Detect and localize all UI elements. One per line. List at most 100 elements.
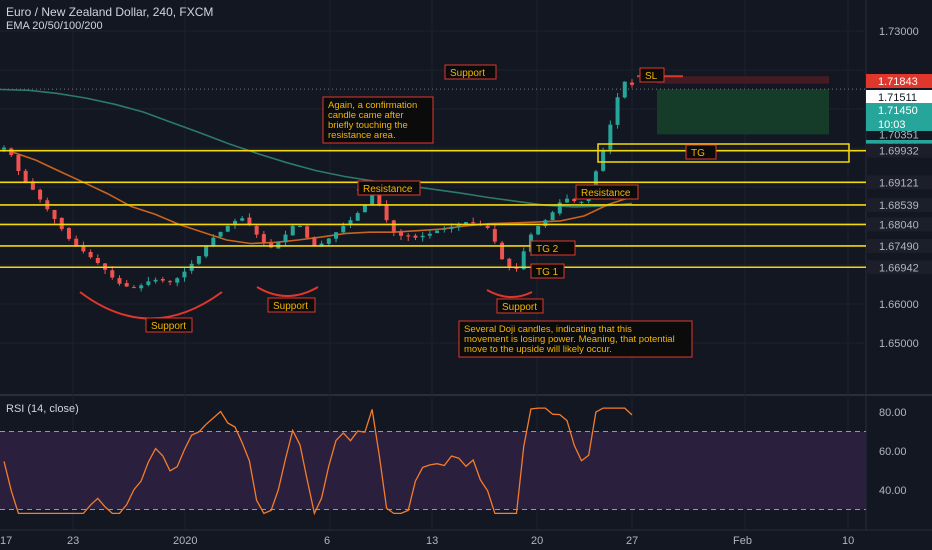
candle-body — [427, 233, 432, 236]
time-tick-label: 2020 — [173, 535, 197, 547]
candle-body — [536, 226, 541, 235]
support-arc — [486, 289, 533, 298]
confirmation-note: Again, a confirmation candle came after br… — [322, 96, 434, 144]
sl-label: SL — [639, 67, 665, 83]
confirmation-note-line: resistance area. — [328, 130, 396, 141]
level-tag-bg — [866, 260, 932, 275]
support-label-text: Support — [273, 301, 308, 312]
confirmation-note-box — [322, 96, 434, 144]
price-tick-label: 1.73000 — [879, 26, 919, 38]
tg2-label-box — [530, 240, 576, 256]
candle-body — [615, 97, 620, 125]
candle-body — [370, 190, 375, 206]
candle-body — [95, 258, 100, 264]
level-tag-text: 1.66942 — [879, 262, 919, 274]
candle-body — [579, 201, 584, 203]
level-tag-bg — [866, 197, 932, 212]
candle-body — [622, 81, 627, 98]
candle-body — [74, 238, 79, 246]
candle-body — [377, 190, 382, 205]
candle-body — [240, 218, 245, 221]
candle-body — [326, 238, 331, 244]
tg2-label: TG 2 — [530, 240, 576, 256]
candle-body — [362, 204, 367, 213]
support-arc — [256, 286, 319, 297]
candle-body — [52, 209, 57, 219]
candle-body — [218, 231, 223, 237]
support-label-text: Support — [151, 321, 186, 332]
support-label: Support — [496, 298, 544, 314]
candle-body — [471, 222, 476, 224]
resistance-label-box — [575, 184, 639, 200]
candle-body — [66, 228, 71, 239]
chart-title: Euro / New Zealand Dollar, 240, FXCM — [6, 5, 214, 19]
candle-body — [391, 220, 396, 232]
tg-label: TG — [685, 144, 717, 160]
candle-body — [283, 234, 288, 243]
price-tag-bg — [866, 103, 932, 117]
candle-body — [507, 258, 512, 267]
level-tag: 1.69121 — [866, 175, 932, 190]
tg-label-text: TG — [691, 148, 705, 159]
candle-body — [153, 279, 158, 282]
level-tag: 1.69932 — [866, 143, 932, 158]
candle-body — [175, 278, 180, 283]
candle-body — [384, 204, 389, 221]
candle-body — [348, 220, 353, 225]
candle-body — [232, 220, 237, 225]
candle-body — [110, 270, 115, 278]
ema-indicator-label[interactable]: EMA 20/50/100/200 — [6, 20, 103, 32]
support-label-box — [444, 64, 497, 80]
candle-body — [406, 235, 411, 237]
resistance-label-box — [357, 180, 421, 196]
candle-body — [442, 228, 447, 230]
price-tag-text: 1.71843 — [878, 76, 918, 88]
candle-body — [139, 285, 144, 289]
rsi-indicator-label[interactable]: RSI (14, close) — [6, 403, 79, 415]
candle-body — [485, 225, 490, 228]
candle-body — [23, 170, 28, 182]
level-tag-text: 1.69932 — [879, 146, 919, 158]
candle-body — [182, 271, 187, 278]
candle-body — [456, 224, 461, 227]
candle-body — [572, 198, 577, 202]
level-tag-text: 1.68539 — [879, 200, 919, 212]
price-tag: 10:03 — [866, 117, 932, 131]
support-label-box — [145, 317, 193, 333]
level-tag-bg — [866, 217, 932, 232]
candle-body — [196, 256, 201, 264]
take-profit-zone — [657, 89, 829, 135]
price-tag-text: 1.71450 — [878, 105, 918, 117]
doji-note-line: move to the upside will likely occur. — [464, 344, 612, 355]
candle-body — [254, 225, 259, 235]
price-tag: 1.71511 — [866, 90, 932, 104]
candle-body — [463, 222, 468, 224]
candle-body — [59, 217, 64, 230]
tg-zone-box — [597, 143, 850, 163]
time-tick-label: 6 — [324, 535, 330, 547]
price-tag-bg — [866, 90, 932, 104]
candle-body — [16, 155, 21, 172]
candle-body — [2, 147, 6, 150]
candle-body — [334, 232, 339, 239]
price-tick-label: 1.65000 — [879, 338, 919, 350]
candle-body — [38, 189, 43, 200]
support-label-box — [267, 297, 316, 313]
level-tag: 1.67490 — [866, 238, 932, 253]
support-label-text: Support — [450, 68, 485, 79]
candle-body — [399, 231, 404, 236]
confirmation-note-line: candle came after — [328, 110, 404, 121]
candle-body — [608, 124, 613, 150]
level-tag-text: 1.68040 — [879, 219, 919, 231]
candle-body — [601, 149, 606, 171]
time-tick-label: 23 — [67, 535, 79, 547]
candle-body — [420, 235, 425, 238]
tg1-label-box — [530, 263, 565, 279]
time-tick-label: 13 — [426, 535, 438, 547]
candle-body — [355, 213, 360, 221]
candle-body — [124, 283, 129, 287]
candle-body — [521, 251, 526, 270]
candle-body — [160, 279, 165, 281]
price-tag: 1.71450 — [866, 103, 932, 117]
